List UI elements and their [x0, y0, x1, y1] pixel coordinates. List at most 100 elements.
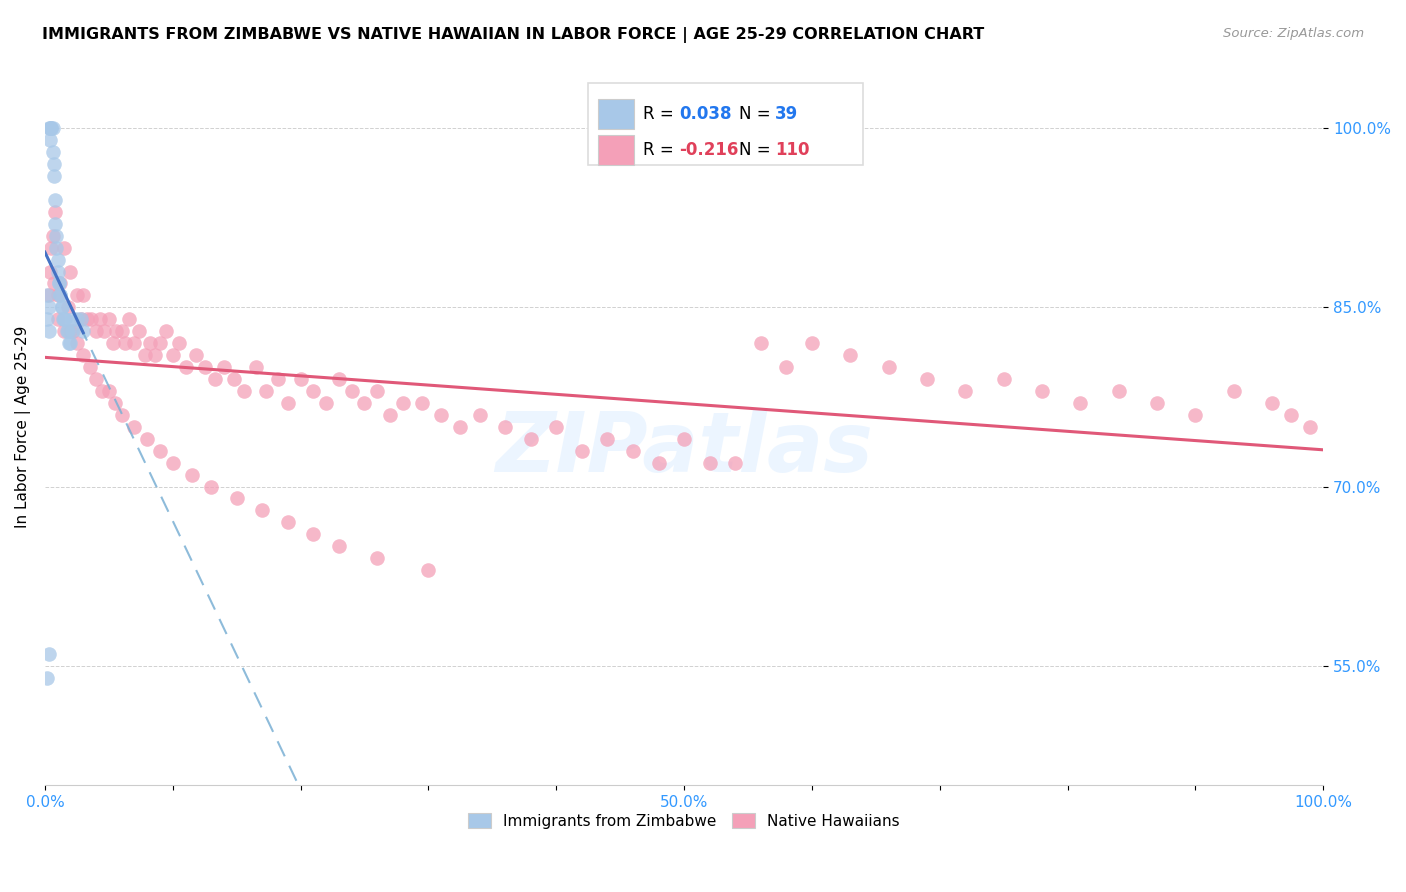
- Point: [200, 479, 222, 493]
- Point: [44, 217, 66, 231]
- Point: [60, 324, 83, 338]
- Point: [51, 301, 73, 315]
- Point: [39, 121, 62, 136]
- Point: [162, 456, 184, 470]
- Point: [45, 228, 67, 243]
- Point: [366, 551, 388, 566]
- Point: [53, 312, 76, 326]
- Point: [118, 312, 141, 326]
- Point: [180, 467, 202, 482]
- Point: [494, 419, 516, 434]
- Point: [194, 360, 217, 375]
- Point: [315, 396, 337, 410]
- Legend: Immigrants from Zimbabwe, Native Hawaiians: Immigrants from Zimbabwe, Native Hawaiia…: [463, 806, 905, 835]
- Point: [449, 419, 471, 434]
- Point: [48, 277, 70, 291]
- Text: Source: ZipAtlas.com: Source: ZipAtlas.com: [1223, 27, 1364, 40]
- Point: [38, 647, 60, 661]
- Point: [302, 527, 325, 541]
- Point: [225, 491, 247, 506]
- Point: [66, 288, 89, 302]
- Text: 110: 110: [775, 142, 810, 160]
- Point: [128, 324, 150, 338]
- Text: N =: N =: [740, 105, 776, 123]
- Point: [124, 419, 146, 434]
- Point: [84, 324, 107, 338]
- Point: [596, 432, 619, 446]
- Point: [266, 372, 288, 386]
- Point: [37, 288, 59, 302]
- Point: [69, 312, 91, 326]
- Point: [53, 312, 76, 326]
- Point: [62, 324, 84, 338]
- Point: [80, 312, 103, 326]
- FancyBboxPatch shape: [599, 99, 634, 129]
- Point: [44, 204, 66, 219]
- Point: [993, 372, 1015, 386]
- Point: [212, 360, 235, 375]
- Point: [302, 384, 325, 398]
- Point: [250, 503, 273, 517]
- Point: [84, 372, 107, 386]
- Point: [915, 372, 938, 386]
- Point: [1031, 384, 1053, 398]
- Point: [41, 228, 63, 243]
- Point: [277, 396, 299, 410]
- Point: [56, 324, 79, 338]
- Point: [167, 336, 190, 351]
- Point: [55, 324, 77, 338]
- Point: [48, 277, 70, 291]
- Point: [1223, 384, 1246, 398]
- Point: [38, 301, 60, 315]
- Point: [519, 432, 541, 446]
- Point: [66, 312, 89, 326]
- Point: [72, 348, 94, 362]
- Text: ZIPatlas: ZIPatlas: [495, 408, 873, 489]
- Text: R =: R =: [643, 105, 679, 123]
- Point: [340, 384, 363, 398]
- Point: [49, 288, 72, 302]
- Point: [41, 121, 63, 136]
- Point: [91, 384, 114, 398]
- Point: [1261, 396, 1284, 410]
- Point: [58, 336, 80, 351]
- Point: [39, 264, 62, 278]
- Point: [79, 360, 101, 375]
- Point: [42, 169, 65, 183]
- Point: [42, 157, 65, 171]
- Point: [44, 193, 66, 207]
- Point: [69, 312, 91, 326]
- Point: [1108, 384, 1130, 398]
- Point: [49, 288, 72, 302]
- Point: [749, 336, 772, 351]
- Point: [1184, 408, 1206, 422]
- Point: [647, 456, 669, 470]
- Point: [93, 324, 115, 338]
- Y-axis label: In Labor Force | Age 25-29: In Labor Force | Age 25-29: [15, 326, 31, 528]
- Point: [411, 396, 433, 410]
- Point: [571, 443, 593, 458]
- Point: [72, 288, 94, 302]
- Point: [59, 264, 82, 278]
- Point: [97, 312, 120, 326]
- Point: [72, 324, 94, 338]
- Point: [37, 312, 59, 326]
- Point: [1299, 419, 1322, 434]
- Point: [46, 312, 69, 326]
- Point: [89, 312, 111, 326]
- Text: 39: 39: [775, 105, 799, 123]
- Point: [204, 372, 226, 386]
- Point: [53, 241, 76, 255]
- Point: [53, 324, 76, 338]
- Point: [104, 396, 127, 410]
- Point: [136, 432, 159, 446]
- Text: IMMIGRANTS FROM ZIMBABWE VS NATIVE HAWAIIAN IN LABOR FORCE | AGE 25-29 CORRELATI: IMMIGRANTS FROM ZIMBABWE VS NATIVE HAWAI…: [42, 27, 984, 43]
- FancyBboxPatch shape: [588, 83, 863, 165]
- Point: [46, 288, 69, 302]
- Point: [62, 312, 84, 326]
- Point: [162, 348, 184, 362]
- Point: [800, 336, 823, 351]
- FancyBboxPatch shape: [599, 136, 634, 166]
- Point: [39, 241, 62, 255]
- Text: N =: N =: [740, 142, 776, 160]
